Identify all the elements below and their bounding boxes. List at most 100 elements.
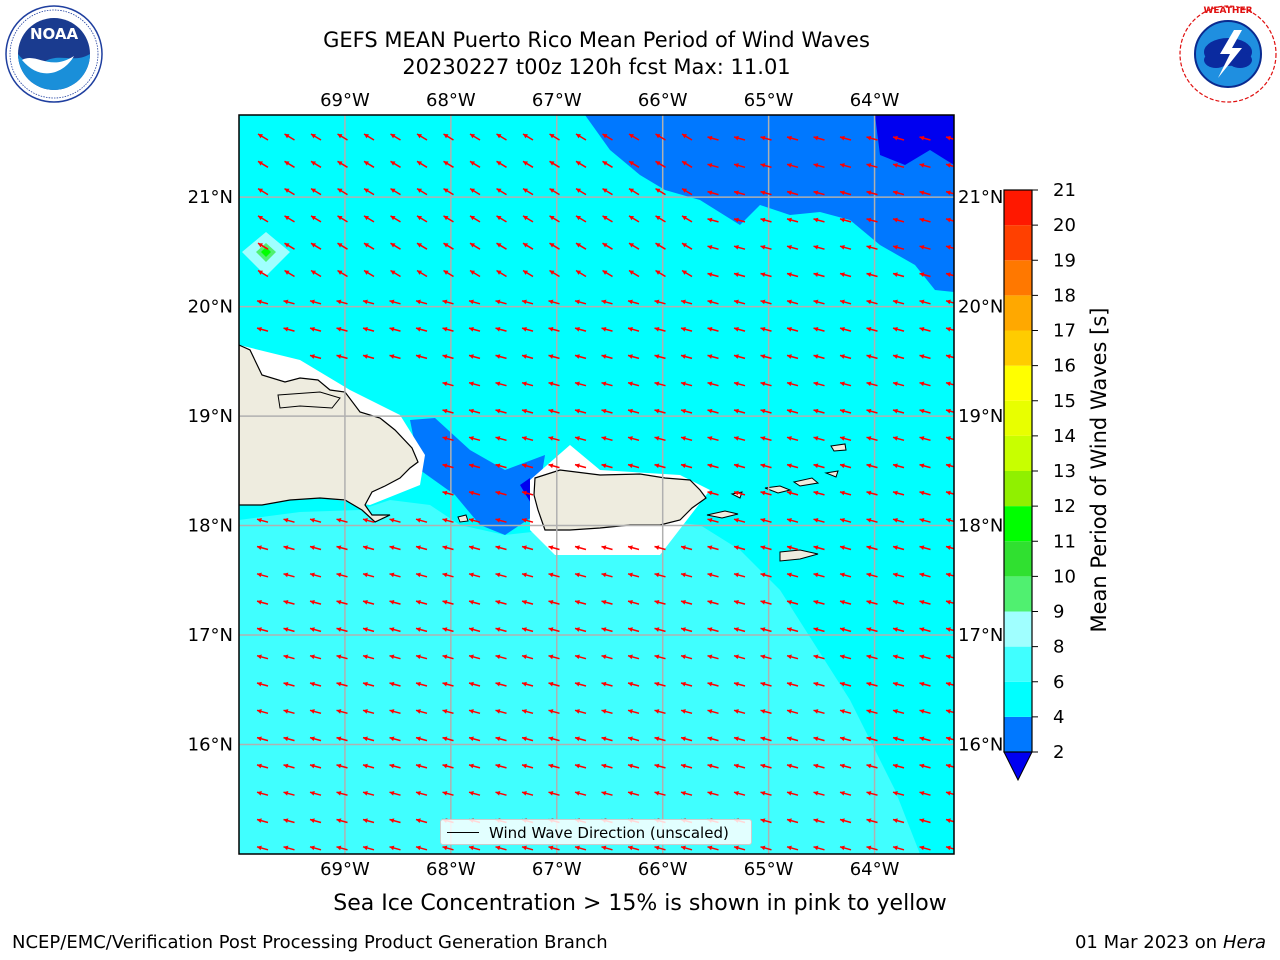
direction-arrow-head (654, 681, 660, 687)
direction-arrow-head (813, 190, 819, 196)
direction-arrow-head (734, 299, 739, 305)
direction-arrow-head (760, 163, 766, 168)
direction-arrow-head (336, 818, 342, 823)
direction-arrow-head (866, 518, 872, 523)
direction-arrow-head (337, 134, 343, 139)
direction-arrow-head (682, 270, 687, 275)
direction-arrow-head (522, 381, 527, 387)
direction-arrow-head (363, 299, 368, 305)
direction-arrow-head (760, 408, 766, 414)
direction-arrow-head (681, 709, 686, 714)
direction-arrow-head (336, 354, 342, 359)
direction-arrow-head (654, 763, 660, 769)
direction-arrow-head (522, 791, 527, 796)
direction-arrow-head (866, 245, 872, 250)
direction-arrow-head (522, 709, 527, 714)
direction-arrow-head (760, 272, 766, 277)
colorbar-tick-label: 15 (1053, 391, 1076, 412)
direction-arrow-head (946, 627, 951, 632)
direction-arrow-head (707, 436, 713, 441)
direction-arrow-head (628, 845, 633, 851)
direction-arrow-head (337, 270, 343, 275)
direction-arrow-head (364, 215, 369, 221)
direction-arrow-head (601, 354, 607, 359)
direction-arrow-head (840, 245, 845, 250)
direction-arrow-head (389, 681, 395, 687)
direction-arrow-head (548, 326, 554, 332)
direction-arrow-head (813, 272, 819, 277)
direction-arrow-head (919, 163, 925, 168)
direction-arrow-head (495, 463, 501, 469)
direction-arrow-head (284, 270, 290, 275)
direction-arrow-head (734, 490, 739, 496)
direction-arrow-head (549, 270, 555, 275)
direction-arrow-head (787, 545, 792, 550)
direction-arrow-head (258, 243, 263, 248)
direction-arrow-head (734, 518, 739, 523)
direction-arrow-head (575, 599, 580, 605)
direction-arrow-head (813, 408, 819, 414)
direction-arrow-head (813, 381, 819, 387)
direction-arrow-head (283, 709, 289, 714)
direction-arrow-head (575, 681, 580, 687)
direction-arrow-head (575, 627, 580, 632)
direction-arrow-head (283, 681, 289, 687)
latitude-tick-label: 18°N (958, 516, 1003, 537)
direction-arrow-head (655, 243, 661, 248)
direction-arrow-head (760, 545, 766, 550)
direction-arrow-head (681, 326, 686, 332)
direction-arrow-head (548, 408, 554, 414)
direction-arrow-head (283, 654, 289, 660)
direction-arrow-head (257, 299, 262, 305)
direction-arrow-head (522, 627, 527, 632)
direction-arrow-head (310, 818, 315, 823)
direction-arrow-head (919, 572, 925, 578)
direction-arrow-head (469, 326, 474, 332)
direction-arrow-head (760, 245, 766, 250)
direction-arrow-head (840, 818, 845, 823)
direction-arrow-head (336, 518, 342, 523)
direction-arrow-head (470, 215, 475, 221)
direction-arrow-head (576, 188, 581, 193)
direction-arrow-head (442, 518, 448, 523)
direction-arrow-head (840, 190, 845, 196)
direction-arrow-head (893, 326, 898, 332)
direction-arrow-head (893, 709, 898, 714)
direction-arrow-head (893, 163, 898, 168)
direction-arrow-head (549, 161, 555, 166)
direction-arrow-head (628, 299, 633, 305)
direction-arrow-head (470, 188, 475, 193)
direction-arrow-head (310, 599, 315, 605)
direction-arrow-head (919, 791, 925, 796)
direction-arrow-head (682, 188, 687, 193)
direction-arrow-head (442, 490, 448, 496)
direction-arrow-head (601, 654, 607, 660)
direction-arrow-head (496, 188, 502, 193)
footer-date: 01 Mar 2023 on Hera (1075, 930, 1266, 956)
direction-arrow-head (601, 572, 607, 578)
direction-arrow-head (681, 572, 686, 578)
direction-arrow-head (813, 463, 819, 469)
direction-arrow-head (522, 436, 527, 441)
direction-arrow-head (495, 845, 501, 851)
direction-arrow-head (734, 791, 739, 796)
direction-arrow-head (654, 408, 660, 414)
direction-arrow-head (946, 599, 951, 605)
direction-arrow-head (813, 763, 819, 769)
direction-arrow-head (654, 627, 660, 632)
direction-arrow-head (707, 654, 713, 660)
direction-arrow-head (787, 217, 792, 223)
direction-arrow-head (495, 436, 501, 441)
direction-arrow-head (813, 436, 819, 441)
colorbar-segment (1004, 365, 1032, 401)
latitude-tick-label: 17°N (958, 625, 1003, 646)
direction-arrow-head (257, 791, 262, 796)
direction-arrow-head (283, 845, 289, 851)
direction-arrow-head (734, 599, 739, 605)
direction-arrow-head (416, 354, 421, 359)
direction-arrow-head (548, 354, 554, 359)
direction-arrow-head (919, 436, 925, 441)
direction-arrow-head (707, 490, 713, 496)
direction-arrow-head (363, 791, 368, 796)
direction-arrow-head (707, 709, 713, 714)
